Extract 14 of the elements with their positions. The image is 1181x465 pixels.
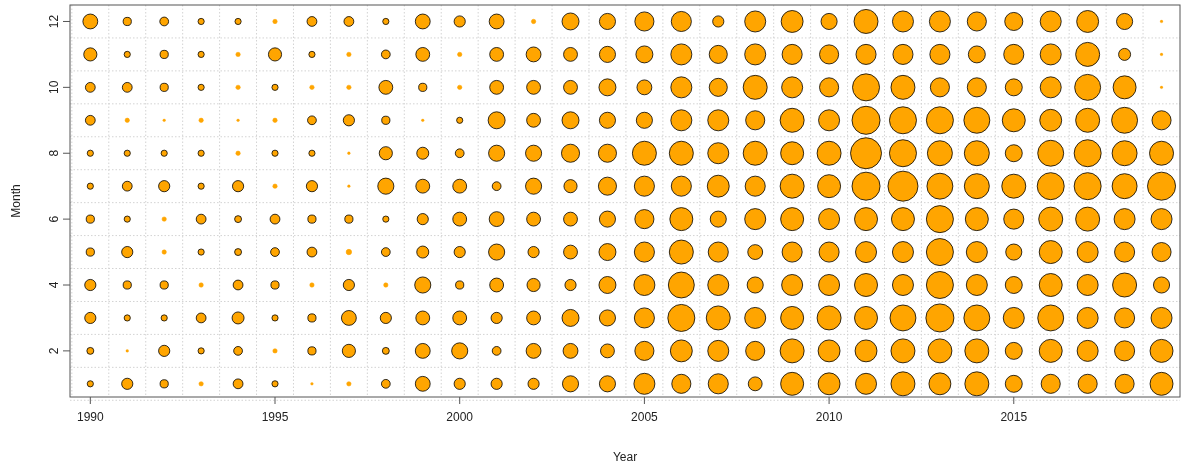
y-axis-title: Month [9, 184, 23, 218]
y-tick-label: 6 [47, 215, 61, 223]
y-tick-label: 4 [47, 281, 61, 289]
x-tick-label: 2015 [1000, 410, 1028, 424]
y-tick-label: 2 [47, 347, 61, 355]
x-tick-label: 2010 [815, 410, 843, 424]
x-tick-label: 1995 [261, 410, 289, 424]
x-tick-label: 2005 [631, 410, 659, 424]
y-tick-label: 12 [47, 14, 61, 29]
x-tick-label: 2000 [446, 410, 474, 424]
x-axis-title: Year [612, 450, 638, 464]
x-tick-label: 1990 [76, 410, 104, 424]
y-tick-label: 10 [47, 80, 61, 95]
y-tick-label: 8 [47, 149, 61, 157]
